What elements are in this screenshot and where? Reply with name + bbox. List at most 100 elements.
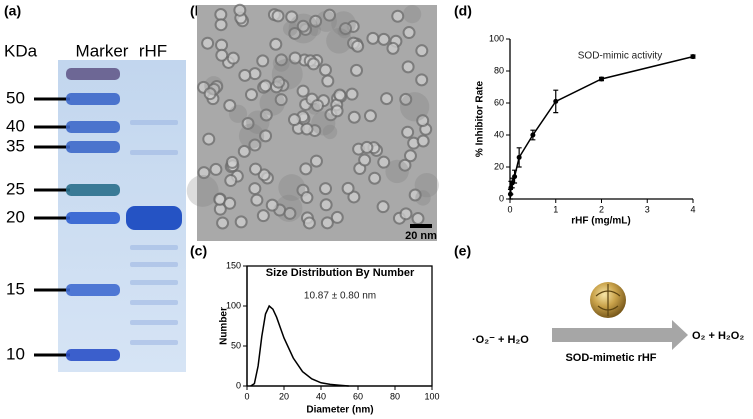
tem-particle [299, 162, 313, 176]
tem-particle [309, 14, 323, 28]
y-tick-label: 0 [236, 380, 241, 390]
tem-shadow [278, 174, 306, 202]
data-point [516, 154, 522, 160]
gel-band [130, 150, 178, 155]
tem-shadow [385, 159, 409, 184]
data-point [507, 191, 513, 197]
tem-shadow [315, 10, 337, 32]
chart-title: Size Distribution By Number [266, 267, 415, 279]
marker-size-label: 40 [6, 116, 25, 135]
marker-size-label: 15 [6, 279, 25, 298]
tem-particle [271, 9, 285, 23]
tem-particle [226, 51, 240, 65]
tem-particle [333, 88, 347, 102]
panel-label: (d) [454, 3, 472, 19]
tem-particle [241, 116, 255, 130]
tem-particle [319, 198, 333, 212]
y-tick-label: 100 [489, 33, 504, 43]
x-tick-label: 100 [424, 391, 439, 401]
scale-bar [410, 224, 432, 228]
marker-size-label: 20 [6, 207, 25, 226]
gel-band [130, 320, 178, 325]
tem-particle [386, 41, 400, 55]
gel-band [130, 245, 178, 250]
tem-particle [250, 193, 264, 207]
gel-band [66, 212, 120, 224]
tem-particle [307, 57, 321, 71]
x-tick-label: 60 [353, 391, 363, 401]
tem-particle [215, 48, 229, 62]
y-axis-label: % Inhibitor Rate [475, 81, 486, 158]
unit-label: KDa [4, 41, 38, 60]
tem-particle [248, 138, 262, 152]
marker-size-label: 35 [6, 136, 25, 155]
x-tick-label: 40 [316, 391, 326, 401]
tem-particle [274, 93, 288, 107]
tem-particle [358, 153, 372, 167]
tem-particle [244, 88, 258, 102]
tem-particle [249, 162, 263, 176]
tem-particle [402, 26, 416, 40]
gel-band [66, 284, 120, 296]
tem-particle [257, 168, 271, 182]
tem-particle [416, 134, 430, 148]
tem-particle [256, 54, 270, 68]
x-tick-label: 1 [553, 204, 558, 214]
tem-shadow [400, 92, 430, 122]
reactants: ·O₂⁻ + H₂O [472, 334, 529, 346]
tem-particle [259, 108, 273, 122]
tem-shadow [311, 111, 336, 136]
tem-particle [311, 98, 325, 112]
tem-particle [415, 73, 429, 87]
gel-band [66, 349, 120, 361]
tem-shadow [403, 5, 422, 24]
marker-size-label: 10 [6, 344, 25, 363]
y-axis-label: Number [219, 307, 230, 345]
tem-particle [399, 207, 413, 221]
tem-particle [309, 154, 323, 168]
x-tick-label: 20 [279, 391, 289, 401]
tem-particle [399, 92, 413, 106]
tem-particle [238, 68, 252, 82]
data-point [599, 76, 604, 82]
tem-particle [318, 63, 332, 77]
tem-shadow [272, 54, 290, 72]
tem-shadow [204, 76, 224, 96]
tem-particle [224, 174, 238, 188]
tem-particle [300, 191, 314, 205]
marker-size-label: 50 [6, 88, 25, 107]
tem-particle [201, 36, 215, 50]
marker-size-label: 25 [6, 179, 25, 198]
tem-shadow [308, 102, 321, 115]
x-tick-label: 0 [507, 204, 512, 214]
gel-band [66, 68, 120, 80]
y-tick-label: 0 [499, 193, 504, 203]
tem-particle [366, 31, 380, 45]
x-tick-label: 2 [599, 204, 604, 214]
tem-particle [302, 216, 316, 230]
data-line [250, 304, 349, 387]
tem-particle [330, 104, 344, 118]
tem-particle [321, 74, 335, 88]
catalyst: SOD-mimetic rHF [565, 352, 656, 364]
tem-particle [320, 216, 334, 230]
tem-particle [323, 8, 337, 22]
tem-shadow [322, 124, 338, 140]
products: O₂ + H₂O₂ [692, 330, 744, 342]
tem-shadow [271, 58, 303, 90]
tem-particle [288, 26, 302, 40]
tem-particle [233, 3, 247, 17]
tem-shadow [415, 190, 431, 206]
y-tick-label: 80 [494, 65, 504, 75]
tem-shadow [186, 174, 219, 207]
tem-particle [377, 32, 391, 46]
data-point [530, 132, 536, 138]
tem-particle [265, 198, 279, 212]
y-tick-label: 40 [494, 129, 504, 139]
tem-particle [234, 215, 248, 229]
x-axis-label: Diameter (nm) [306, 405, 373, 416]
tem-particle [380, 92, 394, 106]
tem-particle [339, 22, 353, 36]
annotation: SOD-mimic activity [578, 51, 662, 62]
gel-band [130, 280, 178, 285]
